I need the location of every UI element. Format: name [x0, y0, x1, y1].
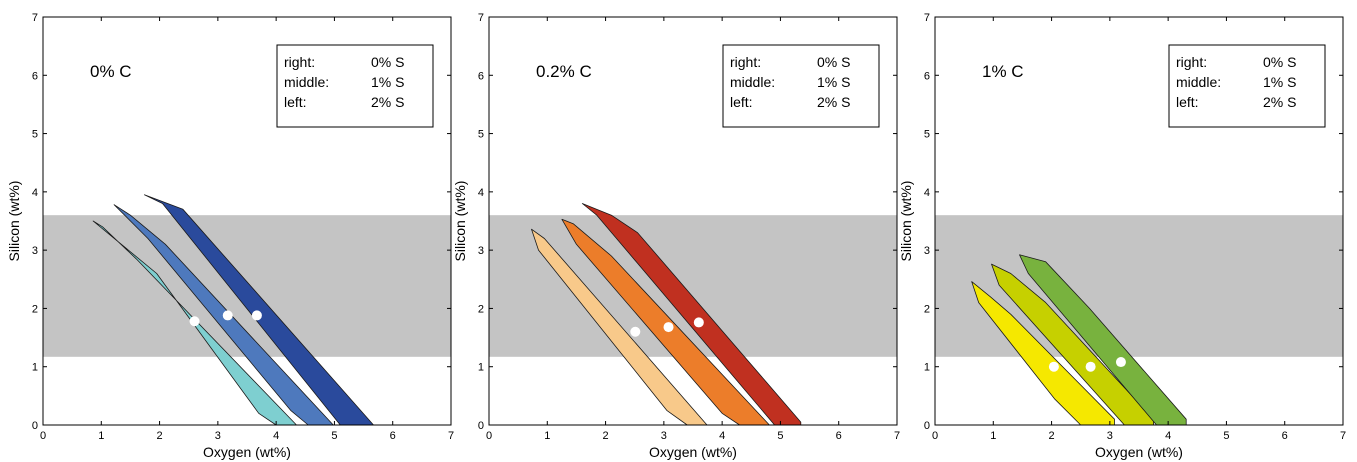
series-area-3	[581, 203, 802, 426]
shaded-band	[489, 215, 897, 357]
series-point-3	[1115, 357, 1126, 368]
legend-value: 2% S	[371, 94, 404, 110]
x-tick-label: 4	[273, 430, 279, 442]
y-tick-label: 2	[32, 303, 38, 315]
legend-value: 2% S	[817, 94, 850, 110]
y-tick-label: 6	[924, 70, 930, 82]
legend-label: middle:	[1176, 74, 1221, 90]
x-tick-label: 0	[932, 430, 938, 442]
series-point-3	[251, 310, 262, 321]
chart-title: 0% C	[90, 62, 132, 81]
x-tick-label: 6	[1282, 430, 1288, 442]
x-tick-label: 2	[157, 430, 163, 442]
legend-value: 0% S	[371, 54, 404, 70]
y-tick-label: 7	[924, 12, 930, 24]
x-tick-label: 2	[1049, 430, 1055, 442]
x-tick-label: 1	[990, 430, 996, 442]
x-tick-label: 4	[1165, 430, 1171, 442]
y-tick-label: 1	[924, 362, 930, 374]
series-point-2	[1085, 361, 1096, 372]
x-tick-label: 5	[331, 430, 337, 442]
x-tick-label: 1	[98, 430, 104, 442]
y-axis-label: Silicon (wt%)	[898, 181, 914, 262]
x-tick-label: 2	[603, 430, 609, 442]
series-point-1	[630, 326, 641, 337]
legend-value: 0% S	[817, 54, 850, 70]
x-tick-label: 0	[40, 430, 46, 442]
x-tick-label: 7	[448, 430, 454, 442]
legend-value: 1% S	[1263, 74, 1296, 90]
x-tick-label: 5	[1223, 430, 1229, 442]
legend-label: left:	[1176, 94, 1199, 110]
y-tick-label: 7	[478, 12, 484, 24]
plot-frame	[934, 16, 1344, 426]
y-axis-label: Silicon (wt%)	[6, 181, 22, 262]
y-tick-label: 4	[478, 187, 484, 199]
chart-panel-2: 0 1 2 3 4 5 6 7 0 1 2 3 4 5 6 7 Oxygen (wt%) Silicon (wt%…	[452, 12, 900, 460]
legend-box	[1168, 44, 1326, 128]
x-tick-label: 3	[661, 430, 667, 442]
x-tick-label: 3	[1107, 430, 1113, 442]
y-tick-label: 6	[478, 70, 484, 82]
chart-title: 1% C	[982, 62, 1024, 81]
y-tick-label: 5	[478, 129, 484, 141]
y-axis-label: Silicon (wt%)	[452, 181, 468, 262]
y-tick-label: 3	[924, 245, 930, 257]
y-tick-label: 4	[924, 187, 930, 199]
x-tick-label: 7	[894, 430, 900, 442]
legend-value: 1% S	[817, 74, 850, 90]
shaded-band	[935, 215, 1343, 357]
chart-panel-1: 0 1 2 3 4 5 6 7 0 1 2 3 4 5 6 7 Oxygen (wt%) Silicon (wt%…	[6, 12, 454, 460]
x-axis-label: Oxygen (wt%)	[1095, 444, 1183, 460]
legend-label: right:	[284, 54, 315, 70]
y-tick-label: 0	[924, 420, 930, 432]
y-tick-label: 6	[32, 70, 38, 82]
y-tick-label: 5	[32, 129, 38, 141]
series-point-1	[189, 316, 200, 327]
chart-panel-3: 0 1 2 3 4 5 6 7 0 1 2 3 4 5 6 7 Oxygen (wt%) Silicon (wt%…	[898, 12, 1346, 460]
y-tick-label: 2	[924, 303, 930, 315]
series-point-3	[693, 317, 704, 328]
series-point-2	[663, 322, 674, 333]
x-axis-label: Oxygen (wt%)	[649, 444, 737, 460]
legend-value: 1% S	[371, 74, 404, 90]
series-area-3	[1019, 254, 1187, 426]
y-tick-label: 0	[478, 420, 484, 432]
legend-box	[276, 44, 434, 128]
x-tick-label: 4	[719, 430, 725, 442]
x-tick-label: 3	[215, 430, 221, 442]
y-tick-label: 4	[32, 187, 38, 199]
legend-label: left:	[284, 94, 307, 110]
legend-box	[722, 44, 880, 128]
y-tick-label: 7	[32, 12, 38, 24]
x-tick-label: 6	[836, 430, 842, 442]
legend-label: right:	[730, 54, 761, 70]
x-tick-label: 5	[777, 430, 783, 442]
y-tick-label: 0	[32, 420, 38, 432]
chart-title: 0.2% C	[536, 62, 592, 81]
plot-frame	[488, 16, 898, 426]
y-tick-label: 3	[478, 245, 484, 257]
y-tick-label: 3	[32, 245, 38, 257]
x-tick-label: 0	[486, 430, 492, 442]
legend-label: left:	[730, 94, 753, 110]
y-tick-label: 2	[478, 303, 484, 315]
plot-frame	[42, 16, 452, 426]
y-tick-label: 1	[32, 362, 38, 374]
series-point-2	[222, 310, 233, 321]
x-tick-label: 7	[1340, 430, 1346, 442]
legend-label: middle:	[284, 74, 329, 90]
series-point-1	[1048, 361, 1059, 372]
x-tick-label: 1	[544, 430, 550, 442]
y-tick-label: 1	[478, 362, 484, 374]
legend-value: 0% S	[1263, 54, 1296, 70]
x-axis-label: Oxygen (wt%)	[203, 444, 291, 460]
legend-label: middle:	[730, 74, 775, 90]
y-tick-label: 5	[924, 129, 930, 141]
legend-value: 2% S	[1263, 94, 1296, 110]
x-tick-label: 6	[390, 430, 396, 442]
legend-label: right:	[1176, 54, 1207, 70]
